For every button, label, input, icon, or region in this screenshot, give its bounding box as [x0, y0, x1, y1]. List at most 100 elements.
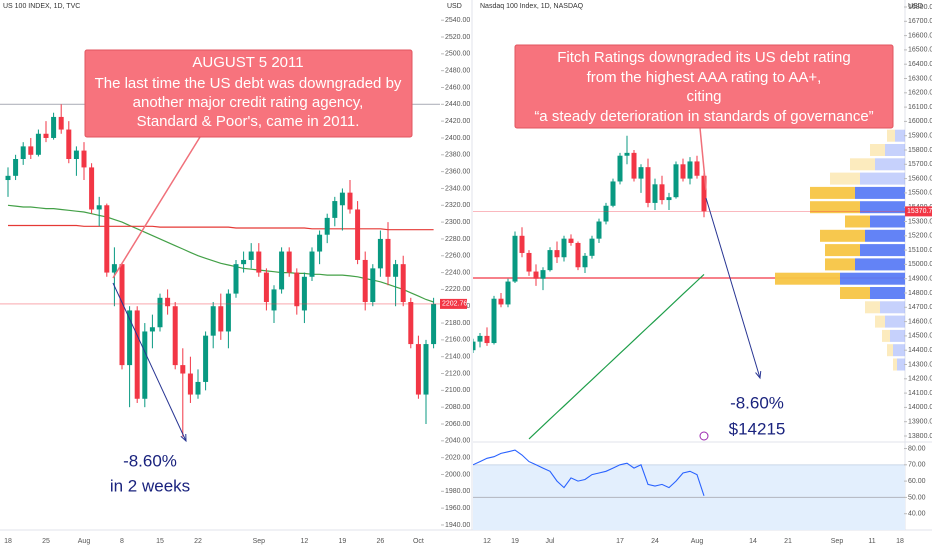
y-tick-label: 1940.00 [445, 522, 470, 529]
volume-up [897, 358, 905, 371]
candle-body [473, 341, 476, 351]
y-tick-label: 14600.00 [908, 318, 932, 325]
x-tick-label: Sep [253, 538, 266, 545]
candle-body [172, 306, 178, 366]
event-marker [699, 431, 709, 441]
callout-text: “a steady deterioration in standards of … [534, 108, 873, 125]
candle-body [355, 209, 361, 260]
candle-body [617, 155, 623, 182]
volume-down [875, 315, 885, 328]
volume-up [895, 129, 905, 142]
candle-body [134, 310, 140, 399]
right-plot [473, 129, 905, 440]
moving-average [8, 224, 434, 231]
price-tag-label: 15370.74 [907, 208, 932, 215]
candle-body [659, 184, 665, 201]
candle-body [638, 167, 644, 179]
price-tag [905, 206, 932, 217]
candle-body [20, 146, 26, 159]
candle-body [575, 242, 581, 268]
y-tick-label: 14900.00 [908, 276, 932, 283]
candle-body [218, 306, 224, 332]
volume-up [885, 315, 905, 328]
callout-text: Standard & Poor's, came in 2011. [137, 113, 360, 130]
candle-body [35, 133, 41, 155]
y-tick-label: 2220.00 [445, 286, 470, 293]
candle-body [393, 264, 399, 277]
volume-down [882, 329, 890, 342]
y-tick-label: 70.00 [908, 462, 926, 469]
y-tick-label: 2160.00 [445, 337, 470, 344]
y-tick-label: 2100.00 [445, 387, 470, 394]
volume-down [830, 172, 860, 185]
left-plot [0, 103, 440, 437]
moving-average [7, 204, 434, 303]
chart-title: US 100 INDEX, 1D, TVC [3, 3, 80, 10]
volume-down [845, 215, 870, 228]
volume-down [820, 229, 865, 242]
volume-down [840, 286, 870, 299]
callout-text: AUGUST 5 2011 [192, 54, 303, 71]
volume-up [880, 301, 905, 314]
y-tick-label: 16100.00 [908, 104, 932, 111]
volume-down [850, 158, 875, 171]
y-tick-label: 16400.00 [908, 61, 932, 68]
callout-text: citing [686, 88, 721, 105]
volume-down [825, 244, 860, 257]
y-tick-label: 13800.00 [908, 433, 932, 440]
y-tick-label: 2360.00 [445, 168, 470, 175]
callout-tail [699, 127, 707, 191]
volume-up [870, 215, 905, 228]
y-tick-label: 2320.00 [445, 202, 470, 209]
candle-body [347, 192, 353, 210]
x-tick-label: 8 [120, 538, 124, 545]
y-tick-label: 2180.00 [445, 320, 470, 327]
candle-body [596, 221, 602, 239]
candle-body [58, 116, 64, 130]
candle-body [666, 197, 672, 201]
volume-up [875, 158, 905, 171]
y-tick-label: 2120.00 [445, 370, 470, 377]
candle-body [547, 250, 553, 271]
volume-down [865, 301, 880, 314]
candle-body [279, 251, 285, 290]
y-tick-label: 2480.00 [445, 68, 470, 75]
y-tick-label: 2060.00 [445, 421, 470, 428]
candle-body [271, 289, 277, 311]
y-tick-label: 1980.00 [445, 488, 470, 495]
volume-down [825, 258, 855, 271]
candle-body [51, 116, 57, 138]
y-tick-label: 2420.00 [445, 118, 470, 125]
callout-box [84, 49, 413, 138]
x-tick-label: 26 [377, 538, 385, 545]
y-tick-label: 2080.00 [445, 404, 470, 411]
y-tick-label: 2340.00 [445, 185, 470, 192]
y-tick-label: 2440.00 [445, 101, 470, 108]
arrow-label: -8.60% [123, 451, 177, 470]
y-tick-label: 2020.00 [445, 454, 470, 461]
volume-up [890, 329, 905, 342]
y-tick-label: 13900.00 [908, 419, 932, 426]
candle-body [431, 303, 437, 345]
x-tick-label: 21 [784, 538, 792, 545]
volume-up [860, 172, 905, 185]
candle-body [362, 259, 368, 303]
callout-text: The last time the US debt was downgraded… [95, 75, 402, 92]
candle-body [491, 298, 497, 344]
price-tag-label: 2202.76 [442, 301, 467, 308]
candle-body [477, 335, 483, 342]
volume-down [775, 272, 840, 285]
x-tick-label: 12 [483, 538, 491, 545]
candle-body [256, 251, 262, 273]
x-tick-label: Aug [78, 538, 91, 545]
trend-arrow [112, 282, 187, 442]
y-tick-label: 80.00 [908, 445, 926, 452]
y-tick-label: 15100.00 [908, 247, 932, 254]
x-tick-label: 19 [511, 538, 519, 545]
volume-down [893, 358, 897, 371]
candle-body [294, 272, 300, 307]
candle-body [603, 205, 609, 222]
candle-body [589, 238, 595, 256]
candle-body [301, 276, 307, 311]
trend-arrow [705, 197, 761, 379]
